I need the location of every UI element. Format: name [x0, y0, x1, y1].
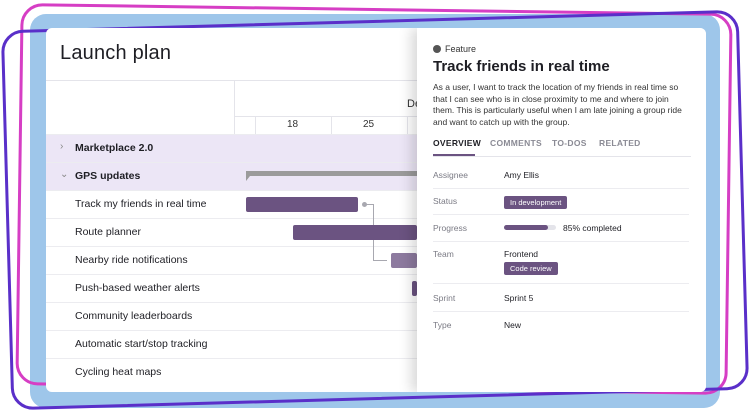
list-item[interactable]: Track my friends in real time	[46, 190, 706, 218]
panel-kicker: Feature	[433, 44, 476, 54]
page-title: Launch plan	[60, 42, 172, 64]
panel-description: As a user, I want to track the location …	[433, 82, 682, 127]
list-item[interactable]: Nearby ride notifications	[46, 246, 706, 274]
field-label: Team	[433, 249, 454, 259]
app-window: Launch plan De 18 25 › Marketplace 2.0 ⌄…	[46, 28, 706, 392]
team-badge[interactable]: Code review	[504, 262, 558, 275]
row-label: Track my friends in real time	[75, 198, 207, 210]
list-item[interactable]: Community leaderboards	[46, 302, 706, 330]
week-tick	[331, 117, 332, 134]
panel-title: Track friends in real time	[433, 58, 610, 75]
row-label: Community leaderboards	[75, 310, 193, 322]
panel-tabs: OVERVIEW COMMENTS TO-DOS RELATED	[433, 138, 691, 157]
row-label: Marketplace 2.0	[75, 142, 154, 154]
assignee-value[interactable]: Amy Ellis	[504, 170, 539, 180]
gantt-bar-route-planner[interactable]	[293, 225, 417, 240]
list-item[interactable]: Automatic start/stop tracking	[46, 330, 706, 358]
tab-comments[interactable]: COMMENTS	[490, 138, 542, 148]
field-team: Team Frontend Code review	[433, 249, 689, 284]
field-label: Status	[433, 196, 458, 206]
field-status: Status In development	[433, 196, 689, 215]
sprint-value[interactable]: Sprint 5	[504, 293, 534, 303]
field-label: Progress	[433, 223, 468, 233]
list-item[interactable]: Route planner	[46, 218, 706, 246]
field-sprint: Sprint Sprint 5	[433, 293, 689, 312]
active-tab-indicator	[433, 154, 475, 156]
week-label: 18	[287, 119, 299, 130]
field-progress: Progress 85% completed	[433, 223, 689, 242]
row-label: Cycling heat maps	[75, 366, 162, 378]
row-label: GPS updates	[75, 170, 141, 182]
chevron-down-icon[interactable]: ⌄	[60, 169, 69, 180]
dependency-line	[364, 204, 374, 205]
row-label: Route planner	[75, 226, 141, 238]
week-tick	[255, 117, 256, 134]
week-label: 25	[363, 119, 375, 130]
tab-overview[interactable]: OVERVIEW	[433, 138, 482, 148]
progress-bar	[504, 225, 556, 230]
team-value[interactable]: Frontend	[504, 249, 539, 259]
list-item[interactable]: Cycling heat maps	[46, 358, 706, 386]
gantt-bar-weather-alerts[interactable]	[412, 281, 417, 296]
field-assignee: Assignee Amy Ellis	[433, 170, 689, 189]
field-label: Type	[433, 320, 452, 330]
feature-icon	[433, 45, 441, 53]
week-tick	[407, 117, 408, 134]
chevron-right-icon[interactable]: ›	[60, 141, 64, 152]
header-divider	[46, 80, 706, 81]
type-value[interactable]: New	[504, 320, 522, 330]
row-label: Nearby ride notifications	[75, 254, 188, 266]
dependency-line	[373, 260, 387, 261]
gantt-bar-nearby-notifications[interactable]	[391, 253, 417, 268]
gantt-bar-track-friends[interactable]	[246, 197, 358, 212]
feature-detail-panel: Feature Track friends in real time As a …	[417, 28, 706, 392]
tab-todos[interactable]: TO-DOS	[552, 138, 587, 148]
group-summary-bar[interactable]	[246, 171, 426, 176]
field-label: Assignee	[433, 170, 468, 180]
status-badge[interactable]: In development	[504, 196, 568, 209]
row-label: Automatic start/stop tracking	[75, 338, 208, 350]
tab-related[interactable]: RELATED	[599, 138, 641, 148]
list-item[interactable]: Push-based weather alerts	[46, 274, 706, 302]
progress-value: 85% completed	[563, 223, 622, 233]
team-badge-wrap: Code review	[504, 262, 558, 275]
field-label: Sprint	[433, 293, 456, 303]
status-value[interactable]: In development	[504, 196, 568, 209]
kicker-label: Feature	[445, 44, 477, 54]
progress-fill	[504, 225, 549, 230]
field-type: Type New	[433, 320, 689, 338]
row-label: Push-based weather alerts	[75, 282, 200, 294]
